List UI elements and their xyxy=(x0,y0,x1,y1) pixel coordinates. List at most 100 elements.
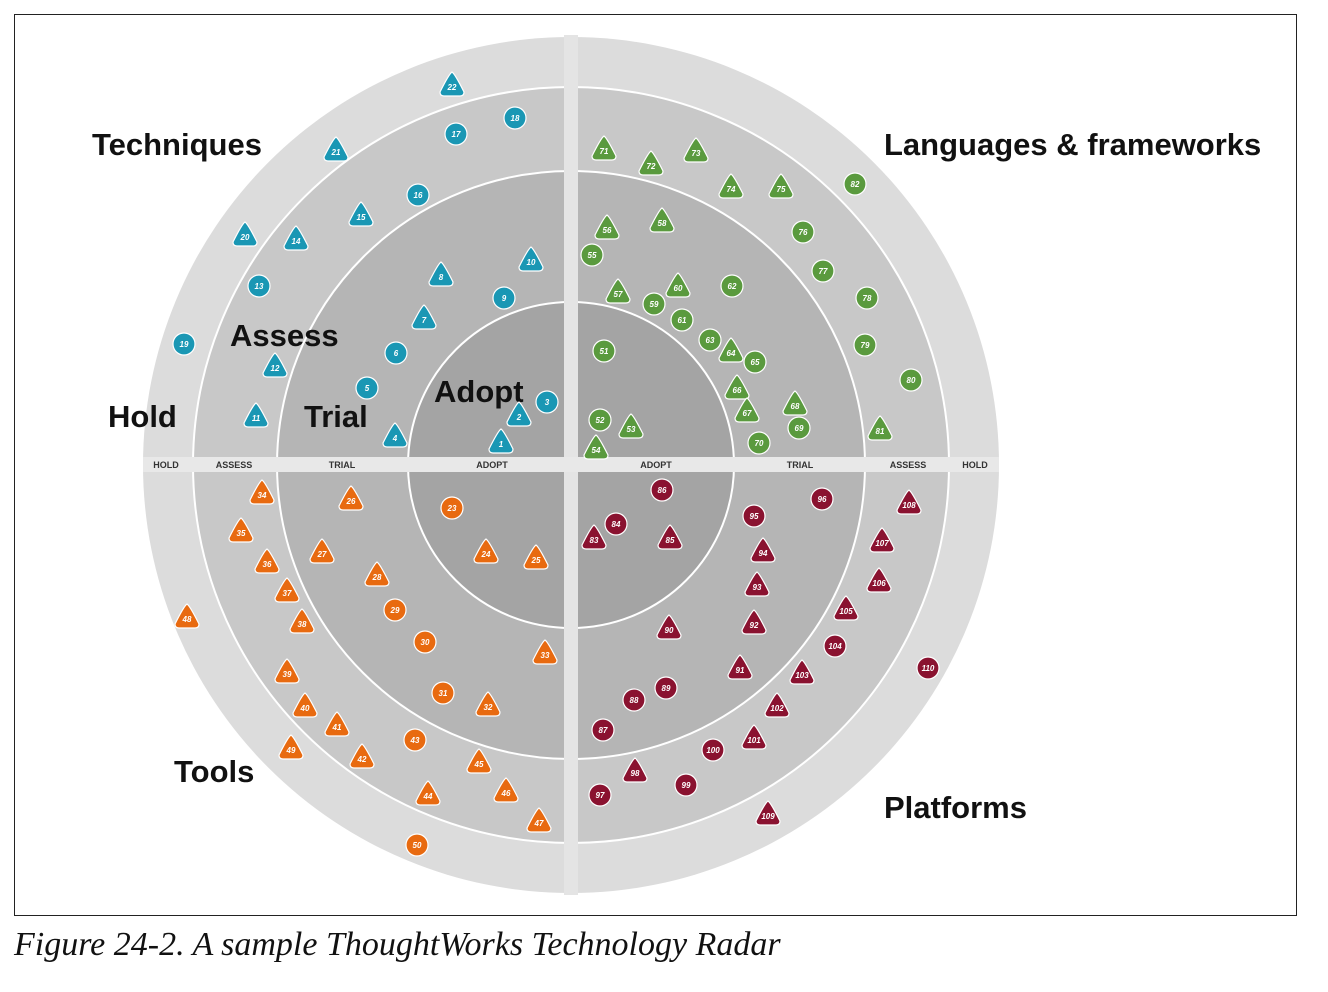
blip-53[interactable]: 53 xyxy=(618,413,644,439)
blip-108[interactable]: 108 xyxy=(896,489,922,515)
blip-61[interactable]: 61 xyxy=(670,308,694,332)
blip-91[interactable]: 91 xyxy=(727,654,753,680)
blip-58[interactable]: 58 xyxy=(649,207,675,233)
blip-43[interactable]: 43 xyxy=(403,728,427,752)
blip-67[interactable]: 67 xyxy=(734,397,760,423)
blip-33[interactable]: 33 xyxy=(532,639,558,665)
blip-45[interactable]: 45 xyxy=(466,748,492,774)
blip-105[interactable]: 105 xyxy=(833,595,859,621)
blip-34[interactable]: 34 xyxy=(249,479,275,505)
blip-104[interactable]: 104 xyxy=(823,634,847,658)
blip-25[interactable]: 25 xyxy=(523,544,549,570)
blip-64[interactable]: 64 xyxy=(718,337,744,363)
blip-39[interactable]: 39 xyxy=(274,658,300,684)
blip-89[interactable]: 89 xyxy=(654,676,678,700)
blip-23[interactable]: 23 xyxy=(440,496,464,520)
blip-11[interactable]: 11 xyxy=(243,402,269,428)
blip-9[interactable]: 9 xyxy=(492,286,516,310)
blip-97[interactable]: 97 xyxy=(588,783,612,807)
blip-103[interactable]: 103 xyxy=(789,659,815,685)
blip-73[interactable]: 73 xyxy=(683,137,709,163)
blip-4[interactable]: 4 xyxy=(382,422,408,448)
blip-13[interactable]: 13 xyxy=(247,274,271,298)
blip-94[interactable]: 94 xyxy=(750,537,776,563)
blip-99[interactable]: 99 xyxy=(674,773,698,797)
blip-44[interactable]: 44 xyxy=(415,780,441,806)
blip-26[interactable]: 26 xyxy=(338,485,364,511)
blip-79[interactable]: 79 xyxy=(853,333,877,357)
blip-92[interactable]: 92 xyxy=(741,609,767,635)
blip-86[interactable]: 86 xyxy=(650,478,674,502)
blip-22[interactable]: 22 xyxy=(439,71,465,97)
blip-82[interactable]: 82 xyxy=(843,172,867,196)
blip-46[interactable]: 46 xyxy=(493,777,519,803)
blip-83[interactable]: 83 xyxy=(581,524,607,550)
blip-38[interactable]: 38 xyxy=(289,608,315,634)
blip-36[interactable]: 36 xyxy=(254,548,280,574)
blip-87[interactable]: 87 xyxy=(591,718,615,742)
blip-28[interactable]: 28 xyxy=(364,561,390,587)
blip-54[interactable]: 54 xyxy=(583,434,609,460)
blip-95[interactable]: 95 xyxy=(742,504,766,528)
blip-74[interactable]: 74 xyxy=(718,173,744,199)
blip-14[interactable]: 14 xyxy=(283,225,309,251)
blip-12[interactable]: 12 xyxy=(262,352,288,378)
blip-57[interactable]: 57 xyxy=(605,278,631,304)
blip-8[interactable]: 8 xyxy=(428,261,454,287)
blip-90[interactable]: 90 xyxy=(656,614,682,640)
blip-70[interactable]: 70 xyxy=(747,431,771,455)
blip-50[interactable]: 50 xyxy=(405,833,429,857)
blip-52[interactable]: 52 xyxy=(588,408,612,432)
blip-27[interactable]: 27 xyxy=(309,538,335,564)
blip-1[interactable]: 1 xyxy=(488,428,514,454)
blip-63[interactable]: 63 xyxy=(698,328,722,352)
blip-68[interactable]: 68 xyxy=(782,390,808,416)
blip-93[interactable]: 93 xyxy=(744,571,770,597)
blip-65[interactable]: 65 xyxy=(743,350,767,374)
blip-2[interactable]: 2 xyxy=(506,401,532,427)
blip-75[interactable]: 75 xyxy=(768,173,794,199)
blip-81[interactable]: 81 xyxy=(867,415,893,441)
blip-6[interactable]: 6 xyxy=(384,341,408,365)
blip-20[interactable]: 20 xyxy=(232,221,258,247)
blip-5[interactable]: 5 xyxy=(355,376,379,400)
blip-72[interactable]: 72 xyxy=(638,150,664,176)
blip-47[interactable]: 47 xyxy=(526,807,552,833)
blip-42[interactable]: 42 xyxy=(349,743,375,769)
blip-15[interactable]: 15 xyxy=(348,201,374,227)
blip-18[interactable]: 18 xyxy=(503,106,527,130)
blip-80[interactable]: 80 xyxy=(899,368,923,392)
blip-107[interactable]: 107 xyxy=(869,527,895,553)
blip-21[interactable]: 21 xyxy=(323,136,349,162)
blip-10[interactable]: 10 xyxy=(518,246,544,272)
blip-3[interactable]: 3 xyxy=(535,390,559,414)
blip-7[interactable]: 7 xyxy=(411,304,437,330)
blip-77[interactable]: 77 xyxy=(811,259,835,283)
blip-102[interactable]: 102 xyxy=(764,692,790,718)
blip-100[interactable]: 100 xyxy=(701,738,725,762)
blip-30[interactable]: 30 xyxy=(413,630,437,654)
blip-31[interactable]: 31 xyxy=(431,681,455,705)
blip-84[interactable]: 84 xyxy=(604,512,628,536)
blip-32[interactable]: 32 xyxy=(475,691,501,717)
blip-69[interactable]: 69 xyxy=(787,416,811,440)
blip-78[interactable]: 78 xyxy=(855,286,879,310)
blip-59[interactable]: 59 xyxy=(642,292,666,316)
blip-60[interactable]: 60 xyxy=(665,272,691,298)
blip-71[interactable]: 71 xyxy=(591,135,617,161)
blip-17[interactable]: 17 xyxy=(444,122,468,146)
blip-76[interactable]: 76 xyxy=(791,220,815,244)
blip-85[interactable]: 85 xyxy=(657,524,683,550)
blip-66[interactable]: 66 xyxy=(724,374,750,400)
blip-110[interactable]: 110 xyxy=(916,656,940,680)
blip-56[interactable]: 56 xyxy=(594,214,620,240)
blip-16[interactable]: 16 xyxy=(406,183,430,207)
blip-109[interactable]: 109 xyxy=(755,800,781,826)
blip-51[interactable]: 51 xyxy=(592,339,616,363)
blip-35[interactable]: 35 xyxy=(228,517,254,543)
blip-40[interactable]: 40 xyxy=(292,692,318,718)
blip-55[interactable]: 55 xyxy=(580,243,604,267)
blip-62[interactable]: 62 xyxy=(720,274,744,298)
blip-24[interactable]: 24 xyxy=(473,538,499,564)
blip-49[interactable]: 49 xyxy=(278,734,304,760)
